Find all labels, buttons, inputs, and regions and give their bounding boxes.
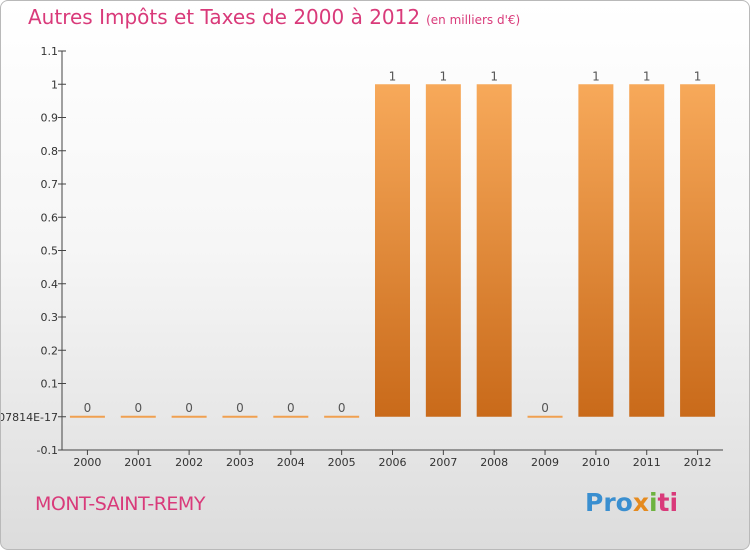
x-tick-label: 2004 xyxy=(277,456,305,469)
chart-title: Autres Impôts et Taxes de 2000 à 2012 (en… xyxy=(28,5,520,29)
y-tick-label: 0.5 xyxy=(41,245,59,258)
y-tick-label: 0.1 xyxy=(41,378,59,391)
bar xyxy=(476,84,512,417)
logo-part-3: i xyxy=(648,488,658,517)
data-label: 1 xyxy=(389,69,397,83)
y-tick-label: 0.7 xyxy=(41,178,59,191)
data-label: 0 xyxy=(287,401,295,415)
chart-bars xyxy=(69,84,716,418)
x-tick-label: 2001 xyxy=(124,456,152,469)
bar xyxy=(171,415,207,418)
x-tick-label: 2009 xyxy=(531,456,559,469)
data-label: 0 xyxy=(236,401,244,415)
bar xyxy=(324,415,360,418)
chart-title-text: Autres Impôts et Taxes de 2000 à 2012 xyxy=(28,5,421,29)
data-label: 0 xyxy=(134,401,142,415)
commune-name: MONT-SAINT-REMY xyxy=(35,493,205,515)
proxiti-logo: Proxiti xyxy=(585,488,678,517)
bar xyxy=(425,84,461,417)
y-tick-label: 0.3 xyxy=(41,311,59,324)
bar xyxy=(680,84,716,417)
y-tick-label: 1 xyxy=(51,78,58,91)
logo-part-2: x xyxy=(632,488,649,517)
bar xyxy=(578,84,614,417)
x-tick-label: 2012 xyxy=(684,456,712,469)
data-label: 0 xyxy=(84,401,92,415)
y-tick-label: 1.1 xyxy=(41,45,59,58)
bar xyxy=(629,84,665,417)
bar xyxy=(120,415,156,418)
data-label: 1 xyxy=(440,69,448,83)
x-tick-label: 2008 xyxy=(480,456,508,469)
x-tick-label: 2006 xyxy=(379,456,407,469)
logo-part-1: Pro xyxy=(585,488,633,517)
chart-labels: 0 0 0 0 0 0 1 1 1 0 1 1 1 xyxy=(84,69,702,415)
data-label: 0 xyxy=(338,401,346,415)
y-tick-label: 0.6 xyxy=(41,211,59,224)
x-tick-label: 2010 xyxy=(582,456,610,469)
x-tick-label: 2011 xyxy=(633,456,661,469)
data-label: 1 xyxy=(694,69,702,83)
y-tick-label: -0.1 xyxy=(37,444,58,457)
data-label: 0 xyxy=(185,401,193,415)
bar xyxy=(222,415,258,418)
data-label: 1 xyxy=(490,69,498,83)
y-tick-label: 0.2 xyxy=(41,344,59,357)
data-label: 1 xyxy=(643,69,651,83)
logo-part-4: ti xyxy=(657,488,679,517)
chart-axes: -0.1 -1.3877787807814E-17 0.1 0.2 0.3 0.4 0.5 0… xyxy=(1,45,723,469)
bar xyxy=(273,415,309,418)
data-label: 1 xyxy=(592,69,600,83)
y-tick-label: 0.9 xyxy=(41,112,59,125)
x-tick-label: 2000 xyxy=(73,456,101,469)
y-tick-label: 0.8 xyxy=(41,145,59,158)
bar xyxy=(375,84,410,417)
data-label: 0 xyxy=(541,401,549,415)
y-tick-label: -1.3877787807814E-17 xyxy=(1,411,58,424)
y-tick-label: 0.4 xyxy=(41,278,59,291)
bar xyxy=(527,415,563,418)
x-tick-label: 2005 xyxy=(328,456,356,469)
chart-unit: (en milliers d'€) xyxy=(426,13,521,27)
bar xyxy=(69,415,105,418)
x-tick-label: 2002 xyxy=(175,456,203,469)
x-tick-label: 2007 xyxy=(429,456,457,469)
x-tick-label: 2003 xyxy=(226,456,254,469)
